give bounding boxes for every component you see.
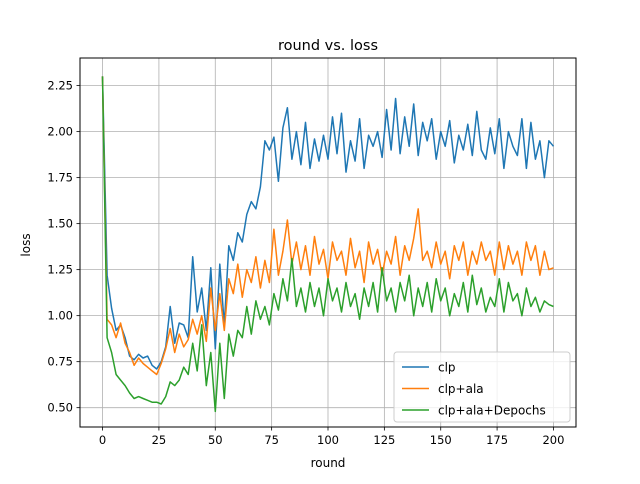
legend-label: clp	[438, 361, 456, 375]
series-line-0	[101, 76, 555, 370]
legend-box	[393, 351, 571, 423]
x-tick-label: 125	[373, 433, 395, 447]
legend-label: clp+ala+Depochs	[438, 404, 546, 418]
y-tick-label: 0.75	[47, 355, 73, 369]
x-tick-label: 25	[152, 433, 167, 447]
x-tick-label: 175	[486, 433, 508, 447]
x-tick-label: 50	[208, 433, 223, 447]
y-axis-label: loss	[19, 233, 33, 256]
x-tick-label: 75	[264, 433, 279, 447]
series-line-2	[101, 76, 554, 413]
x-tick-label: 200	[542, 433, 564, 447]
legend: clp clp+ala clp+ala+Depochs	[393, 351, 571, 423]
legend-label: clp+ala	[438, 382, 484, 396]
x-axis-label: round	[311, 456, 346, 470]
chart-title: round vs. loss	[278, 38, 378, 54]
y-tick-label: 1.75	[47, 171, 73, 185]
y-tick-label: 2.00	[47, 125, 73, 139]
axis-ticks: 0 25 50 75 100 125 150 175 200 0.50 0.75 1.00 1.25 1.…	[47, 79, 564, 447]
x-tick-label: 0	[99, 433, 106, 447]
y-tick-label: 1.00	[47, 309, 73, 323]
x-tick-label: 100	[317, 433, 339, 447]
y-tick-label: 1.50	[47, 217, 73, 231]
y-tick-label: 0.50	[47, 401, 73, 415]
y-tick-label: 2.25	[47, 79, 73, 93]
y-tick-label: 1.25	[47, 263, 73, 277]
x-tick-label: 150	[430, 433, 452, 447]
series-lines	[101, 76, 555, 413]
